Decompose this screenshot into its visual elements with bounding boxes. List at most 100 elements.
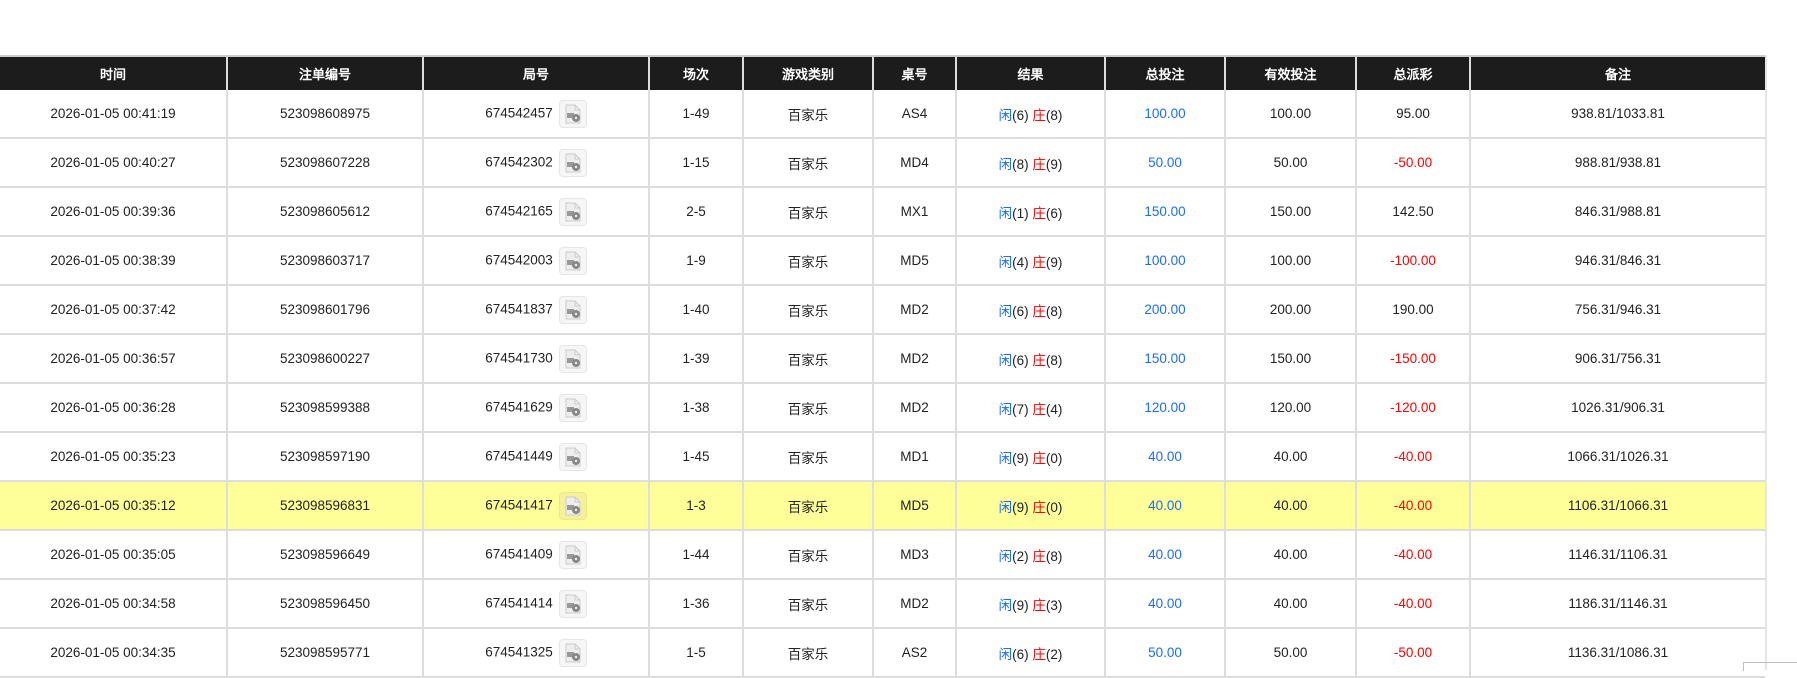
video-file-icon[interactable]	[558, 540, 587, 569]
cell-time: 2026-01-05 00:36:28	[0, 383, 227, 433]
table-row[interactable]: 2026-01-05 00:37:42 523098601796 674541837…	[0, 285, 1765, 335]
cell-note: 1026.31/906.31	[1469, 383, 1765, 433]
total-bet-value: 100.00	[1144, 253, 1186, 268]
bet-no-value: 523098595771	[279, 645, 371, 660]
note-value: 1026.31/906.31	[1571, 400, 1665, 415]
cell-time: 2026-01-05 00:40:27	[0, 138, 227, 188]
round-value: 674541730	[485, 350, 553, 366]
bet-records-table: 时间 注单编号 局号 场次 游戏类别 桌号 结果 总投注 有效投注 总派彩 备注 2026-01-0…	[0, 55, 1765, 678]
table-row[interactable]: 2026-01-05 00:39:36 523098605612 674542165…	[0, 187, 1765, 237]
note-value: 938.81/1033.81	[1571, 106, 1665, 121]
cell-game: 百家乐	[742, 187, 873, 237]
total-bet-value: 40.00	[1148, 547, 1182, 562]
shoe-value: 1-45	[682, 449, 710, 464]
cell-total-bet: 120.00	[1104, 383, 1225, 433]
cell-bet-no: 523098605612	[226, 187, 423, 237]
total-bet-value: 50.00	[1148, 645, 1182, 660]
video-file-icon[interactable]	[558, 344, 587, 373]
cell-table: MD1	[872, 432, 956, 482]
shoe-value: 2-5	[686, 204, 706, 219]
banker-score: (8)	[1045, 352, 1063, 368]
table-value: AS4	[901, 106, 928, 121]
total-bet-value: 150.00	[1144, 204, 1186, 219]
banker-label: 庄	[1032, 107, 1046, 123]
cell-note: 1066.31/1026.31	[1469, 432, 1765, 482]
video-file-icon[interactable]	[558, 393, 587, 422]
game-value: 百家乐	[787, 548, 829, 564]
video-file-icon[interactable]	[558, 442, 587, 471]
banker-score: (3)	[1045, 597, 1063, 613]
cell-note: 1146.31/1106.31	[1469, 530, 1765, 580]
cell-table: MD5	[872, 236, 956, 286]
cell-payout: 95.00	[1355, 90, 1470, 139]
table-row[interactable]: 2026-01-05 00:34:58 523098596450 674541414…	[0, 579, 1765, 629]
valid-bet-value: 40.00	[1273, 596, 1308, 611]
video-file-icon[interactable]	[558, 638, 587, 667]
valid-bet-value: 40.00	[1273, 547, 1308, 562]
cell-time: 2026-01-05 00:38:39	[0, 236, 227, 286]
cell-table: MD2	[872, 334, 956, 384]
player-score: (8)	[1012, 156, 1029, 172]
cell-payout: -150.00	[1355, 334, 1470, 384]
time-value: 2026-01-05 00:38:39	[50, 253, 176, 268]
video-file-icon[interactable]	[558, 148, 587, 177]
banker-score: (8)	[1045, 548, 1063, 564]
game-value: 百家乐	[787, 156, 829, 172]
round-value: 674541629	[485, 399, 553, 415]
table-row[interactable]: 2026-01-05 00:36:57 523098600227 674541730…	[0, 334, 1765, 384]
payout-value: -50.00	[1393, 645, 1433, 660]
video-file-icon[interactable]	[558, 295, 587, 324]
player-score: (7)	[1012, 401, 1029, 417]
video-file-icon[interactable]	[558, 99, 587, 128]
video-file-icon[interactable]	[558, 589, 587, 618]
cell-game: 百家乐	[742, 481, 873, 531]
cell-note: 846.31/988.81	[1469, 187, 1765, 237]
cell-bet-no: 523098597190	[226, 432, 423, 482]
round-value: 674542165	[485, 203, 553, 219]
game-value: 百家乐	[787, 205, 829, 221]
scrollbar[interactable]	[1765, 55, 1767, 670]
shoe-value: 1-15	[682, 155, 710, 170]
payout-value: -40.00	[1393, 449, 1433, 464]
bet-no-value: 523098608975	[279, 106, 371, 121]
payout-value: -40.00	[1393, 498, 1433, 513]
cell-table: MD2	[872, 285, 956, 335]
cell-payout: 142.50	[1355, 187, 1470, 237]
time-value: 2026-01-05 00:34:35	[50, 645, 176, 660]
table-row[interactable]: 2026-01-05 00:36:28 523098599388 674541629…	[0, 383, 1765, 433]
payout-value: 142.50	[1392, 204, 1434, 219]
player-label: 闲	[998, 107, 1013, 123]
cell-note: 946.31/846.31	[1469, 236, 1765, 286]
player-score: (1)	[1012, 205, 1029, 221]
cell-bet-no: 523098607228	[226, 138, 423, 188]
cell-shoe: 1-40	[648, 285, 743, 335]
player-score: (6)	[1012, 352, 1029, 368]
note-value: 946.31/846.31	[1574, 253, 1662, 268]
table-value: MD4	[900, 155, 929, 170]
cell-result: 闲(7) 庄(4)	[955, 383, 1105, 433]
table-row[interactable]: 2026-01-05 00:35:12 523098596831 674541417…	[0, 481, 1765, 531]
round-value: 674542302	[485, 154, 553, 170]
bet-no-value: 523098603717	[279, 253, 371, 268]
note-value: 1106.31/1066.31	[1567, 498, 1669, 513]
note-value: 846.31/988.81	[1574, 204, 1662, 219]
cell-game: 百家乐	[742, 236, 873, 286]
player-label: 闲	[998, 597, 1013, 613]
table-row[interactable]: 2026-01-05 00:35:05 523098596649 674541409…	[0, 530, 1765, 580]
table-row[interactable]: 2026-01-05 00:40:27 523098607228 674542302…	[0, 138, 1765, 188]
cell-result: 闲(1) 庄(6)	[955, 187, 1105, 237]
total-bet-value: 150.00	[1144, 351, 1186, 366]
table-row[interactable]: 2026-01-05 00:38:39 523098603717 674542003…	[0, 236, 1765, 286]
video-file-icon[interactable]	[558, 491, 587, 520]
cell-table: MX1	[872, 187, 956, 237]
cell-result: 闲(9) 庄(0)	[955, 481, 1105, 531]
cell-bet-no: 523098603717	[226, 236, 423, 286]
cell-shoe: 1-15	[648, 138, 743, 188]
video-file-icon[interactable]	[558, 197, 587, 226]
table-row[interactable]: 2026-01-05 00:35:23 523098597190 674541449…	[0, 432, 1765, 482]
cell-time: 2026-01-05 00:37:42	[0, 285, 227, 335]
shoe-value: 1-40	[682, 302, 710, 317]
video-file-icon[interactable]	[558, 246, 587, 275]
table-row[interactable]: 2026-01-05 00:41:19 523098608975 674542457…	[0, 90, 1765, 139]
total-bet-value: 40.00	[1148, 498, 1182, 513]
